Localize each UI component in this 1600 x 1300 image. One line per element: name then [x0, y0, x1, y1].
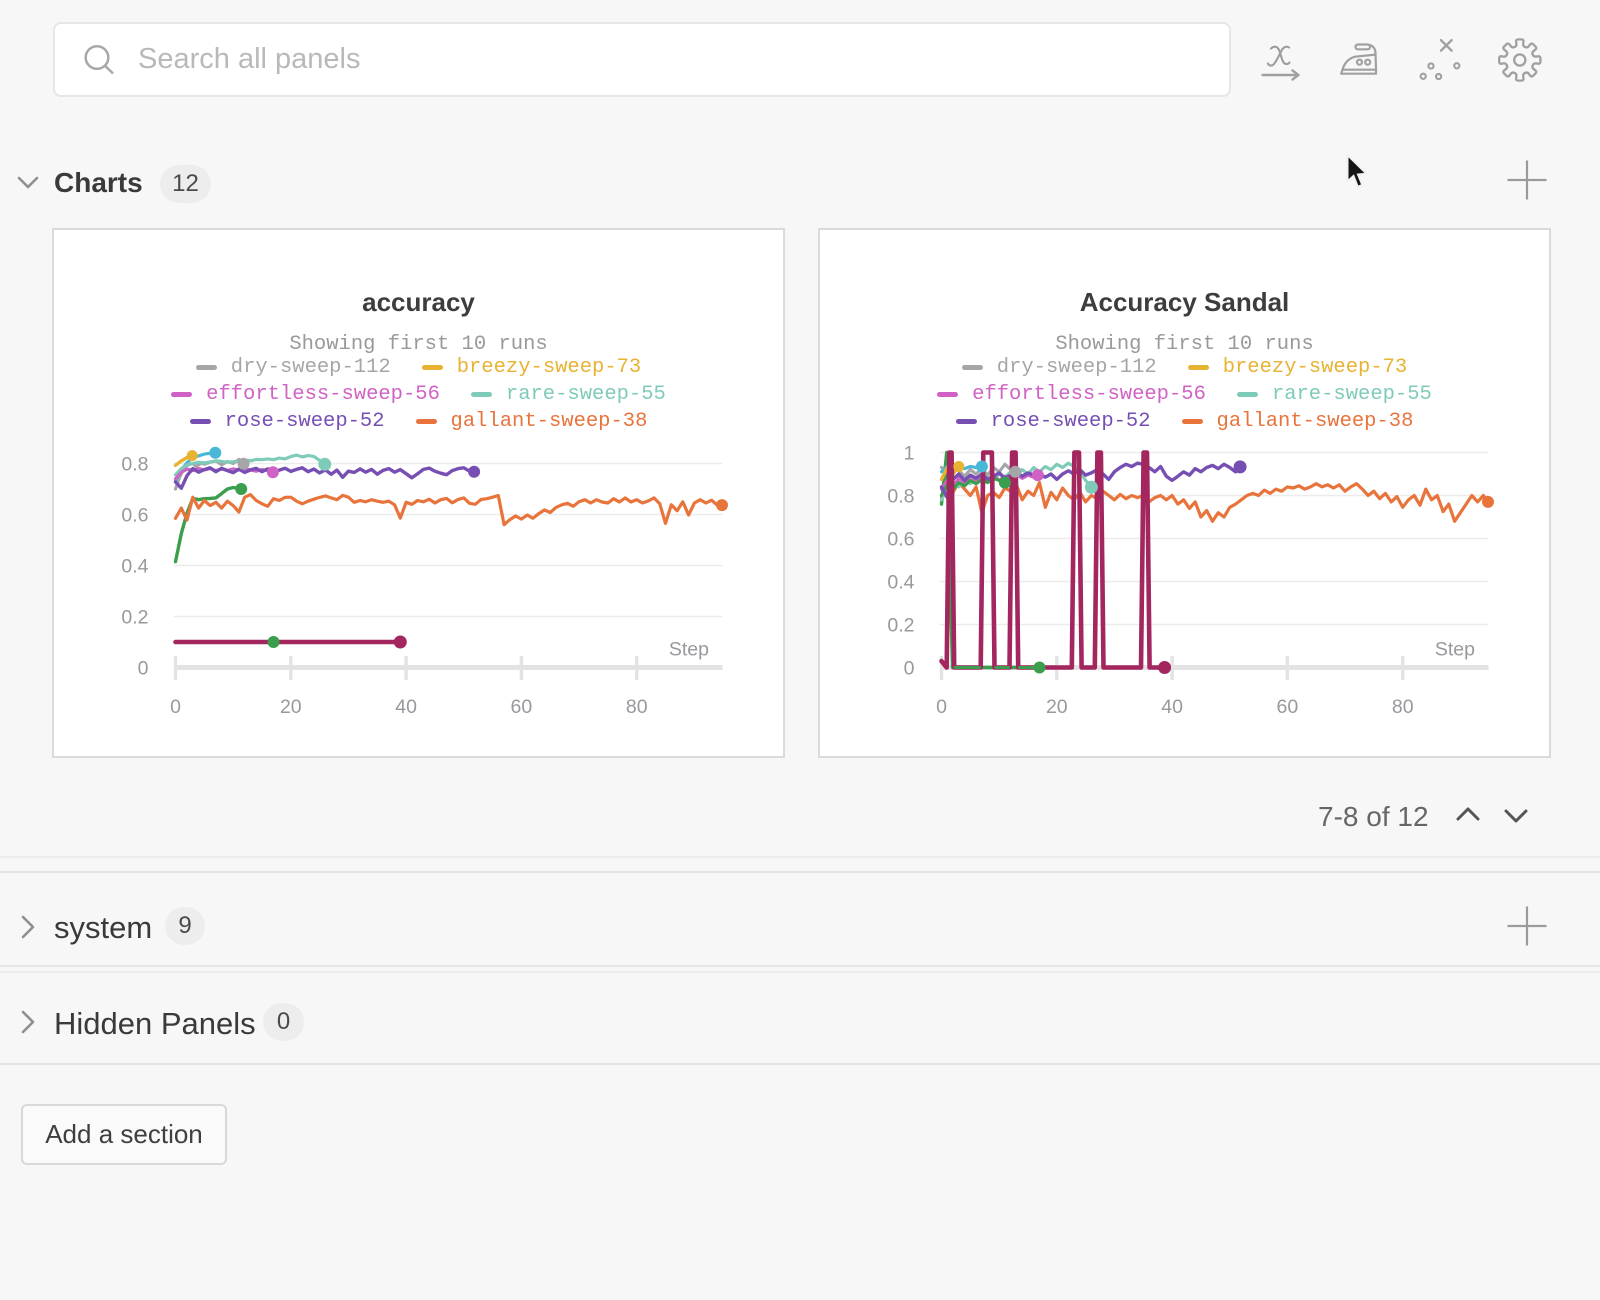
svg-text:20: 20	[1046, 696, 1068, 718]
svg-text:1: 1	[904, 443, 915, 465]
svg-text:0.4: 0.4	[887, 572, 914, 594]
svg-text:0: 0	[138, 658, 149, 680]
svg-text:0: 0	[170, 696, 181, 718]
svg-text:0.8: 0.8	[121, 454, 148, 476]
svg-text:0.2: 0.2	[121, 607, 148, 629]
svg-text:60: 60	[511, 696, 533, 718]
svg-text:80: 80	[626, 696, 648, 718]
svg-text:0.6: 0.6	[887, 529, 914, 551]
svg-text:40: 40	[1161, 696, 1183, 718]
svg-text:0: 0	[936, 696, 947, 718]
svg-text:20: 20	[280, 696, 302, 718]
svg-text:80: 80	[1392, 696, 1414, 718]
svg-text:0: 0	[904, 658, 915, 680]
svg-text:40: 40	[395, 696, 417, 718]
svg-text:Step: Step	[669, 639, 709, 661]
svg-text:0.4: 0.4	[121, 556, 148, 578]
svg-text:60: 60	[1277, 696, 1299, 718]
svg-text:0.6: 0.6	[121, 505, 148, 527]
svg-text:0.8: 0.8	[887, 486, 914, 508]
svg-text:0.2: 0.2	[887, 615, 914, 637]
svg-text:Step: Step	[1435, 639, 1475, 661]
